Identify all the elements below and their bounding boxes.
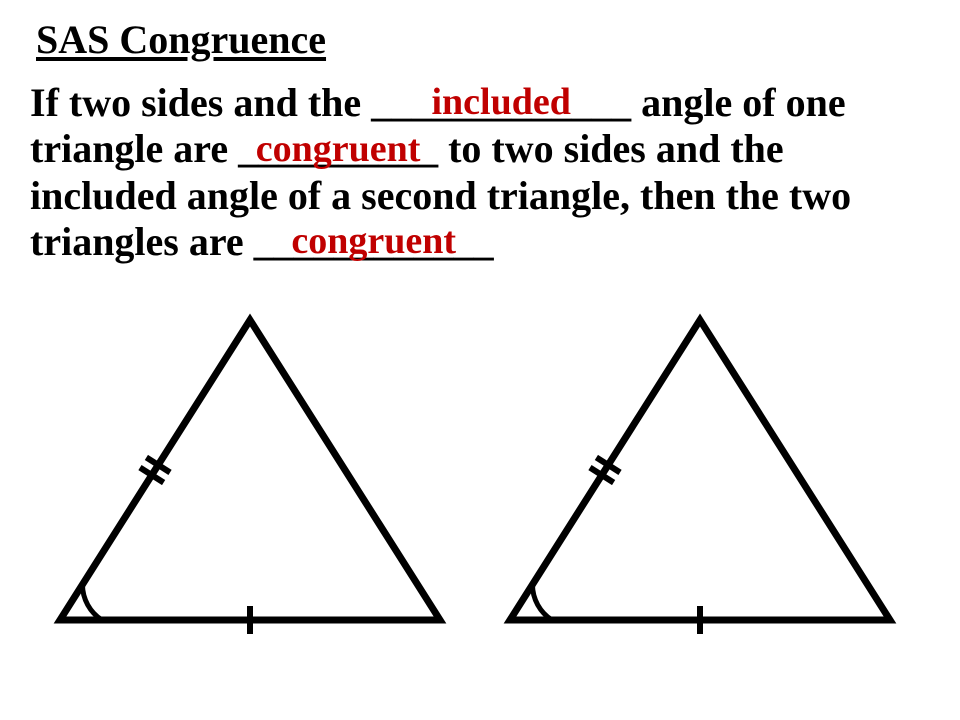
triangles-diagram <box>0 0 960 720</box>
